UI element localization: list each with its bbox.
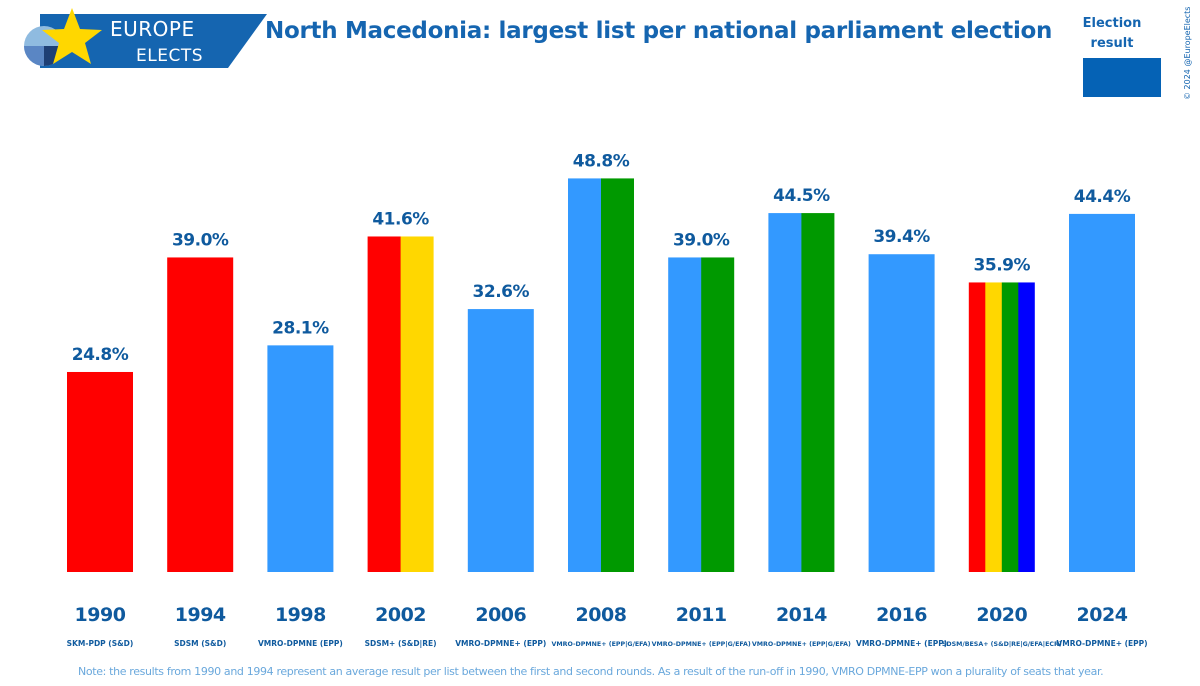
bar-group-1998: 28.1% 1998 VMRO-DPMNE (EPP) <box>258 318 343 648</box>
value-label-1994: 39.0% <box>172 230 229 250</box>
bar-2020-segment-4 <box>1018 282 1035 572</box>
bar-2006 <box>467 309 534 572</box>
bar-group-2020: 35.9% 2020 SDSM/BESA+ (S&D|RE|G/EFA|ECR) <box>942 255 1062 649</box>
value-label-2002: 41.6% <box>372 209 429 229</box>
bar-2008-segment-2 <box>601 178 634 572</box>
legend-title-line1: Election <box>1082 16 1142 31</box>
bar-2011-segment-1 <box>668 257 702 572</box>
list-label-2014: VMRO-DPMNE+ (EPP|G/EFA) <box>752 641 851 649</box>
list-label-2002: SDSM+ (S&D|RE) <box>365 639 437 649</box>
logo-star-icon <box>42 8 102 64</box>
bar-2024 <box>1069 213 1135 572</box>
list-label-1994: SDSM (S&D) <box>174 639 226 648</box>
bar-group-2002: 41.6% 2002 SDSM+ (S&D|RE) <box>365 209 437 649</box>
bar-group-2006: 32.6% 2006 VMRO-DPMNE+ (EPP) <box>455 282 546 648</box>
legend-title-line2: result <box>1090 36 1134 51</box>
list-label-2006: VMRO-DPMNE+ (EPP) <box>455 639 546 648</box>
bar-group-1990: 24.8% 1990 SKM-PDP (S&D) <box>67 345 134 648</box>
bar-1998 <box>267 345 334 572</box>
chart-title: North Macedonia: largest list per nation… <box>265 18 1053 44</box>
year-label-1990: 1990 <box>75 604 126 626</box>
year-label-2011: 2011 <box>676 604 727 626</box>
legend-title: Election result <box>1072 14 1152 54</box>
bar-group-1994: 39.0% 1994 SDSM (S&D) <box>167 230 234 648</box>
list-label-2011: VMRO-DPMNE+ (EPP|G/EFA) <box>652 641 751 649</box>
list-label-2016: VMRO-DPMNE+ (EPP) <box>856 639 947 648</box>
bar-group-2014: 44.5% 2014 VMRO-DPMNE+ (EPP|G/EFA) <box>752 186 851 649</box>
year-label-2020: 2020 <box>976 604 1027 626</box>
year-label-2002: 2002 <box>375 604 426 626</box>
bar-2016 <box>868 254 935 572</box>
logo-brand-top: EUROPE <box>110 17 195 41</box>
value-label-2016: 39.4% <box>873 227 930 247</box>
bar-group-2011: 39.0% 2011 VMRO-DPMNE+ (EPP|G/EFA) <box>652 230 751 649</box>
value-label-1990: 24.8% <box>72 345 129 365</box>
bar-1990 <box>67 371 133 572</box>
bar-2020-segment-1 <box>968 282 986 572</box>
bar-2002-segment-1 <box>367 236 401 573</box>
bar-2002-segment-2 <box>400 236 434 573</box>
value-label-2006: 32.6% <box>473 282 530 302</box>
bar-1994 <box>167 257 234 572</box>
value-label-2020: 35.9% <box>974 255 1031 275</box>
logo-banner <box>40 14 267 68</box>
bar-2011-segment-2 <box>701 257 735 572</box>
year-label-2016: 2016 <box>876 604 927 626</box>
legend-swatch <box>1083 58 1161 97</box>
footnote: Note: the results from 1990 and 1994 rep… <box>78 665 1104 678</box>
value-label-2024: 44.4% <box>1074 187 1131 207</box>
bar-2008-segment-1 <box>568 178 602 572</box>
logo-brand-bottom: ELECTS <box>136 46 203 66</box>
year-label-2014: 2014 <box>776 604 827 626</box>
bar-2014-segment-2 <box>801 213 835 572</box>
value-label-1998: 28.1% <box>272 318 329 338</box>
value-label-2014: 44.5% <box>773 186 830 206</box>
bar-group-2016: 39.4% 2016 VMRO-DPMNE+ (EPP) <box>856 227 947 648</box>
value-label-2008: 48.8% <box>573 151 630 171</box>
europe-elects-logo: EUROPE ELECTS <box>24 8 267 68</box>
year-label-2024: 2024 <box>1077 604 1128 626</box>
logo-globe-segment <box>24 46 44 66</box>
bar-group-2024: 44.4% 2024 VMRO-DPMNE+ (EPP) <box>1056 187 1147 648</box>
year-label-1998: 1998 <box>275 604 326 626</box>
value-label-2011: 39.0% <box>673 230 730 250</box>
list-label-2024: VMRO-DPMNE+ (EPP) <box>1056 639 1147 648</box>
bar-2014-segment-1 <box>768 213 802 572</box>
list-label-2008: VMRO-DPMNE+ (EPP|G/EFA) <box>551 641 650 649</box>
list-label-1998: VMRO-DPMNE (EPP) <box>258 639 343 648</box>
bar-2020-segment-2 <box>985 282 1003 572</box>
bar-2020-segment-3 <box>1001 282 1019 572</box>
list-label-1990: SKM-PDP (S&D) <box>67 639 134 648</box>
bar-group-2008: 48.8% 2008 VMRO-DPMNE+ (EPP|G/EFA) <box>551 151 650 649</box>
year-label-2008: 2008 <box>576 604 627 626</box>
list-label-2020: SDSM/BESA+ (S&D|RE|G/EFA|ECR) <box>942 641 1062 649</box>
year-label-1994: 1994 <box>175 604 226 626</box>
year-label-2006: 2006 <box>475 604 526 626</box>
